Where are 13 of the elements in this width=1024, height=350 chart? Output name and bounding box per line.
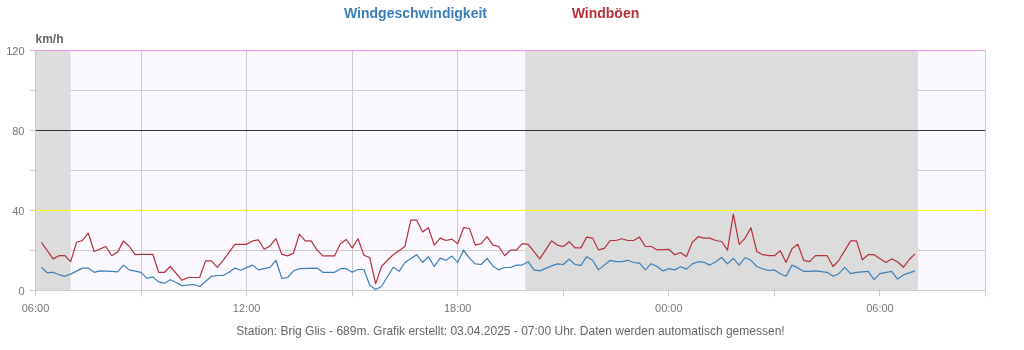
y-tick-label: 80: [12, 124, 25, 137]
x-tick-label: 06:00: [21, 301, 50, 314]
x-tick-label: 00:00: [655, 301, 683, 314]
text: Station: Brig Glis - 689m. Grafik erstellt: 03.04.2025 - 07:00 Uhr. Daten werden automatisch gemessen!: [236, 323, 785, 338]
y-tick-label: 120: [6, 44, 25, 57]
x-tick-label: 12:00: [232, 301, 261, 314]
text: Windböen: [571, 4, 640, 21]
y-tick-label: 0: [18, 284, 25, 297]
x-tick-label: 18:00: [443, 301, 472, 314]
x-tick-label: 06:00: [866, 301, 894, 314]
y-axis-title: km/h: [35, 31, 64, 46]
y-tick-label: 40: [12, 204, 25, 217]
text: Windgeschwindigkeit: [344, 4, 488, 21]
